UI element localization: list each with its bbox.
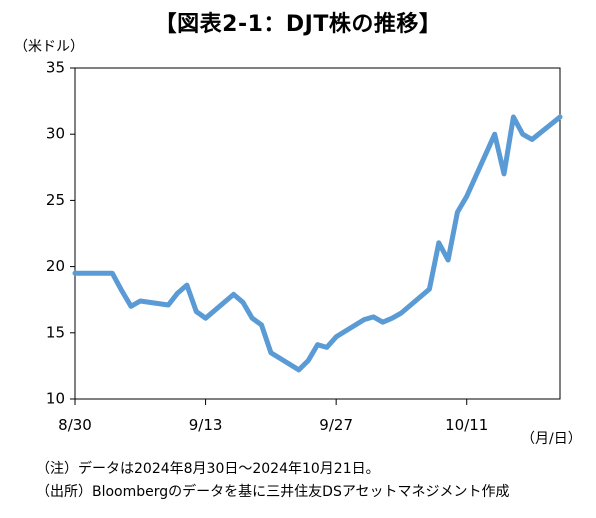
y-axis: 10 15 20 25 30 35: [46, 59, 75, 408]
y-tick-label: 35: [46, 59, 65, 77]
footnote-note: （注）データは2024年8月30日～2024年10月21日。: [36, 461, 380, 477]
x-tick-label: 8/30: [58, 416, 92, 434]
y-tick-label: 30: [46, 125, 65, 143]
x-axis: 8/30 9/13 9/27 10/11: [58, 399, 488, 434]
x-tick-label: 10/11: [445, 416, 488, 434]
x-tick-label: 9/27: [319, 416, 353, 434]
y-tick-label: 20: [46, 257, 65, 275]
y-tick-label: 10: [46, 390, 65, 408]
x-tick-label: 9/13: [189, 416, 223, 434]
chart-title: 【図表2-1：DJT株の推移】: [154, 12, 442, 37]
y-tick-label: 15: [46, 323, 65, 341]
price-line: [72, 114, 563, 373]
footnote-source: （出所）Bloombergのデータを基に三井住友DSアセットマネジメント作成: [36, 484, 510, 500]
y-axis-unit: （米ドル）: [14, 39, 84, 55]
plot-area: [74, 67, 561, 400]
y-tick-label: 25: [46, 191, 65, 209]
x-axis-unit: （月/日）: [521, 431, 582, 447]
